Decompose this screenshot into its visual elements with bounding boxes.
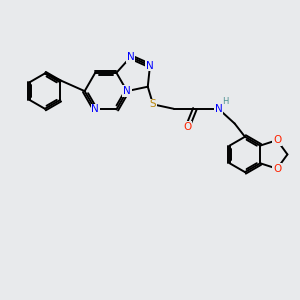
- Text: N: N: [123, 86, 131, 96]
- Text: O: O: [273, 164, 281, 174]
- Text: N: N: [127, 52, 134, 62]
- Text: H: H: [222, 97, 228, 106]
- Text: O: O: [273, 135, 281, 145]
- Text: N: N: [92, 104, 99, 115]
- Text: N: N: [146, 61, 154, 70]
- Text: O: O: [183, 122, 192, 132]
- Text: N: N: [214, 104, 222, 114]
- Text: S: S: [150, 99, 156, 110]
